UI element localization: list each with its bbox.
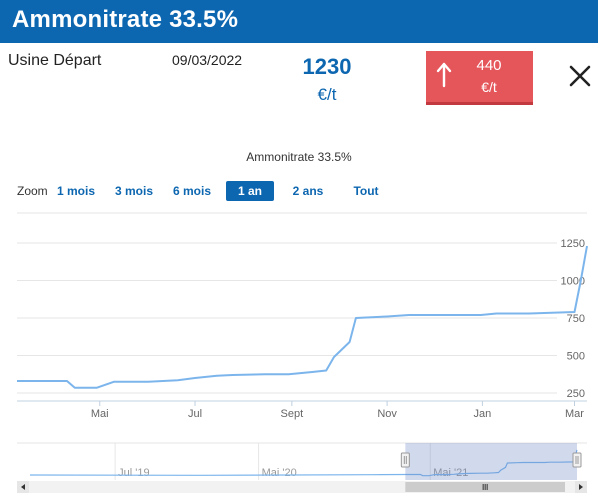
- zoom-label: Zoom: [17, 184, 48, 198]
- delivery-label: Usine Départ: [8, 52, 102, 69]
- y-tick-label: 250: [567, 388, 585, 400]
- price-date: 09/03/2022: [172, 52, 243, 68]
- navigator-label: Jul '19: [118, 467, 149, 479]
- zoom-6-months[interactable]: 6 mois: [172, 184, 211, 198]
- navigator-label: Mai '21: [433, 467, 468, 479]
- chart-title: Ammonitrate 33.5%: [246, 150, 352, 164]
- scroll-left-icon: [21, 484, 25, 490]
- y-tick-label: 1000: [561, 276, 585, 288]
- navigator-selection[interactable]: [405, 443, 577, 480]
- price-series-line: [17, 245, 588, 389]
- arrow-up-icon: [436, 62, 452, 88]
- y-tick-label: 750: [567, 313, 585, 325]
- x-tick-label: Nov: [377, 408, 397, 420]
- title-bar: Ammonitrate 33.5%: [0, 0, 598, 43]
- zoom-3-months[interactable]: 3 mois: [114, 184, 153, 198]
- change-unit: €/t: [481, 79, 497, 95]
- x-tick-label: Mai: [91, 408, 109, 420]
- x-tick-label: Jan: [473, 408, 491, 420]
- scroll-right-icon: [579, 484, 583, 490]
- zoom-2-years[interactable]: 2 ans: [292, 184, 324, 198]
- y-tick-label: 1250: [561, 238, 585, 250]
- navigator-label: Mai '20: [262, 467, 297, 479]
- x-tick-label: Mar: [565, 408, 584, 420]
- chart-navigator[interactable]: Jul '19 Mai '20 Mai '21: [0, 440, 598, 496]
- close-icon[interactable]: [568, 64, 592, 88]
- x-tick-label: Jul: [188, 408, 202, 420]
- price-chart: 250 500 750 1000 1250 Mai Jul Sept Nov Jan Mar: [17, 212, 588, 420]
- price-value: 1230: [302, 54, 352, 79]
- zoom-1-year[interactable]: 1 an: [226, 181, 274, 201]
- navigator-series-line: [29, 449, 578, 477]
- navigator-handle-left[interactable]: [400, 452, 410, 468]
- page-title: Ammonitrate 33.5%: [12, 6, 239, 33]
- y-tick-label: 500: [567, 351, 585, 363]
- change-value: 440: [476, 57, 502, 74]
- price-unit: €/t: [317, 85, 337, 104]
- zoom-1-month[interactable]: 1 mois: [56, 184, 95, 198]
- price-change-badge[interactable]: 440 €/t: [426, 51, 533, 105]
- navigator-handle-right[interactable]: [572, 452, 582, 468]
- zoom-all[interactable]: Tout: [353, 184, 379, 198]
- x-tick-label: Sept: [281, 408, 304, 420]
